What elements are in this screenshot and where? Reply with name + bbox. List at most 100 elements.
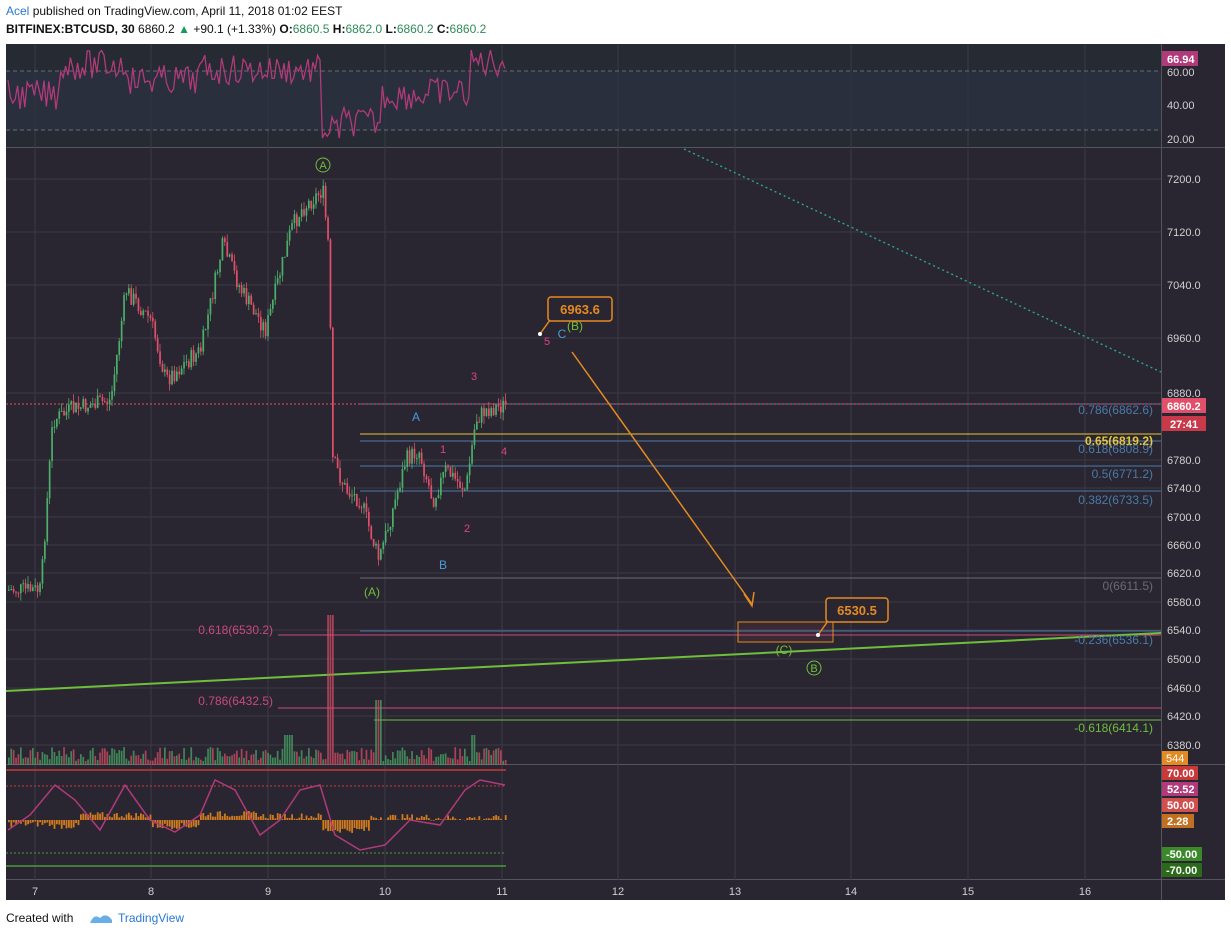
svg-text:7200.0: 7200.0 xyxy=(1167,174,1201,186)
rsi-tick-60: 60.00 xyxy=(1167,67,1195,79)
svg-text:6620.0: 6620.0 xyxy=(1167,568,1201,580)
time-tick: 7 xyxy=(32,886,38,898)
high-value: 6862.0 xyxy=(345,22,383,36)
created-with-text: Created with xyxy=(6,911,74,925)
fib-label-pink-618: 0.618(6530.2) xyxy=(198,623,273,637)
chart-canvas[interactable]: A (A) A B C (B) (C) B 1 2 3 4 5 0.786(68… xyxy=(0,40,1231,902)
wave-num-2: 2 xyxy=(464,523,470,535)
rsi-tick-40: 40.00 xyxy=(1167,100,1195,112)
fib-extension-pink[interactable] xyxy=(278,634,1161,709)
svg-text:6880.0: 6880.0 xyxy=(1167,388,1201,400)
author-link[interactable]: Acel xyxy=(6,4,30,18)
last-price: 6860.2 xyxy=(138,22,175,36)
projection-arrow[interactable] xyxy=(571,351,753,605)
svg-text:7040.0: 7040.0 xyxy=(1167,280,1201,292)
chart-header: Acel published on TradingView.com, April… xyxy=(0,0,1231,40)
svg-text:6580.0: 6580.0 xyxy=(1167,597,1201,609)
rsi-value-badge: 66.94 xyxy=(1167,54,1195,66)
wave-num-5: 5 xyxy=(544,336,550,348)
time-tick: 16 xyxy=(1079,886,1091,898)
svg-text:6500.0: 6500.0 xyxy=(1167,654,1201,666)
rsi-line xyxy=(7,49,506,139)
rsi-tick-20: 20.00 xyxy=(1167,134,1195,146)
footer: Created with TradingView xyxy=(0,902,1231,936)
wave-paren-a: (A) xyxy=(364,585,380,599)
target-zone[interactable] xyxy=(737,621,834,643)
ascending-support-line[interactable] xyxy=(5,632,1162,692)
volume-badge: 544 xyxy=(1166,753,1184,765)
wave-label-c: C xyxy=(558,327,567,341)
axis-labels: 60.00 40.00 20.00 66.94 7200.0 7120.0 70… xyxy=(32,51,1206,898)
price-change: +90.1 (+1.33%) xyxy=(193,22,277,36)
wave-label-a: A xyxy=(412,410,420,424)
candlestick-series xyxy=(8,179,507,601)
wave-annotations: A (A) A B C (B) (C) B 1 2 3 4 5 xyxy=(315,157,822,676)
svg-text:70.00: 70.00 xyxy=(1167,768,1195,780)
time-tick: 12 xyxy=(612,886,624,898)
close-label: C: xyxy=(436,22,450,36)
last-price-badge: 6860.2 xyxy=(1167,401,1201,413)
svg-text:-70.00: -70.00 xyxy=(1166,865,1197,877)
callout-top[interactable]: 6963.6 xyxy=(538,296,613,336)
fib-label-382: 0.382(6733.5) xyxy=(1078,493,1153,507)
time-tick: 13 xyxy=(729,886,741,898)
countdown-badge: 27:41 xyxy=(1170,419,1198,431)
svg-text:-50.00: -50.00 xyxy=(1166,849,1197,861)
svg-text:50.00: 50.00 xyxy=(1167,800,1195,812)
time-tick: 14 xyxy=(845,886,857,898)
wave-paren-b: (B) xyxy=(567,319,583,333)
fib-label-65: 0.65(6819.2) xyxy=(1085,434,1153,448)
svg-text:6380.0: 6380.0 xyxy=(1167,740,1201,752)
oscillator-line xyxy=(7,778,506,851)
svg-text:6460.0: 6460.0 xyxy=(1167,683,1201,695)
fib-retracement[interactable] xyxy=(360,403,1161,721)
time-tick: 10 xyxy=(379,886,391,898)
oscillator-histogram xyxy=(8,811,507,833)
open-value: 6860.5 xyxy=(292,22,330,36)
tradingview-link[interactable]: TradingView xyxy=(118,911,185,925)
price-panel xyxy=(6,148,1161,764)
svg-text:6700.0: 6700.0 xyxy=(1167,512,1201,524)
publish-info: Acel published on TradingView.com, April… xyxy=(6,4,342,18)
wave-num-1: 1 xyxy=(440,444,446,456)
low-label: L: xyxy=(385,22,397,36)
open-label: O: xyxy=(279,22,293,36)
wave-circle-b: B xyxy=(810,663,817,675)
time-tick: 11 xyxy=(496,886,507,898)
published-text: published on TradingView.com, April 11, … xyxy=(32,4,343,18)
fib-label-m236: -0.236(6536.1) xyxy=(1074,633,1153,647)
callout-bottom-text: 6530.5 xyxy=(837,603,877,618)
fib-label-0: 0(6611.5) xyxy=(1103,579,1153,593)
wave-num-4: 4 xyxy=(501,446,507,458)
svg-text:6540.0: 6540.0 xyxy=(1167,625,1201,637)
low-value: 6860.2 xyxy=(396,22,434,36)
svg-text:7120.0: 7120.0 xyxy=(1167,227,1201,239)
fib-labels: 0.786(6862.6) 0.65(6819.2) 0.618(6808.9)… xyxy=(198,403,1153,735)
wave-circle-a-top: A xyxy=(319,160,327,172)
symbol-legend: BITFINEX:BTCUSD, 30 6860.2 ▲ +90.1 (+1.3… xyxy=(6,22,486,36)
svg-text:6780.0: 6780.0 xyxy=(1167,455,1201,467)
wave-paren-c: (C) xyxy=(776,643,793,657)
wave-label-b: B xyxy=(439,558,447,572)
tradingview-logo-icon xyxy=(90,915,112,923)
callout-bottom[interactable]: 6530.5 xyxy=(816,597,889,637)
close-value: 6860.2 xyxy=(449,22,487,36)
high-label: H: xyxy=(332,22,346,36)
grid-lines xyxy=(6,44,1161,880)
callout-top-text: 6963.6 xyxy=(560,302,600,317)
fib-label-786: 0.786(6862.6) xyxy=(1078,403,1153,417)
volume-histogram xyxy=(8,615,507,765)
svg-text:52.52: 52.52 xyxy=(1167,784,1195,796)
wave-num-3: 3 xyxy=(471,371,477,383)
svg-text:6420.0: 6420.0 xyxy=(1167,711,1201,723)
time-tick: 9 xyxy=(265,886,271,898)
time-tick: 8 xyxy=(148,886,154,898)
time-tick: 15 xyxy=(962,886,974,898)
fib-label-pink-786: 0.786(6432.5) xyxy=(198,694,273,708)
svg-text:2.28: 2.28 xyxy=(1167,816,1188,828)
svg-text:6660.0: 6660.0 xyxy=(1167,540,1201,552)
time-axis-panel xyxy=(6,880,1161,900)
symbol-name[interactable]: BITFINEX:BTCUSD, 30 xyxy=(6,22,135,36)
svg-text:6740.0: 6740.0 xyxy=(1167,483,1201,495)
svg-text:6960.0: 6960.0 xyxy=(1167,333,1201,345)
